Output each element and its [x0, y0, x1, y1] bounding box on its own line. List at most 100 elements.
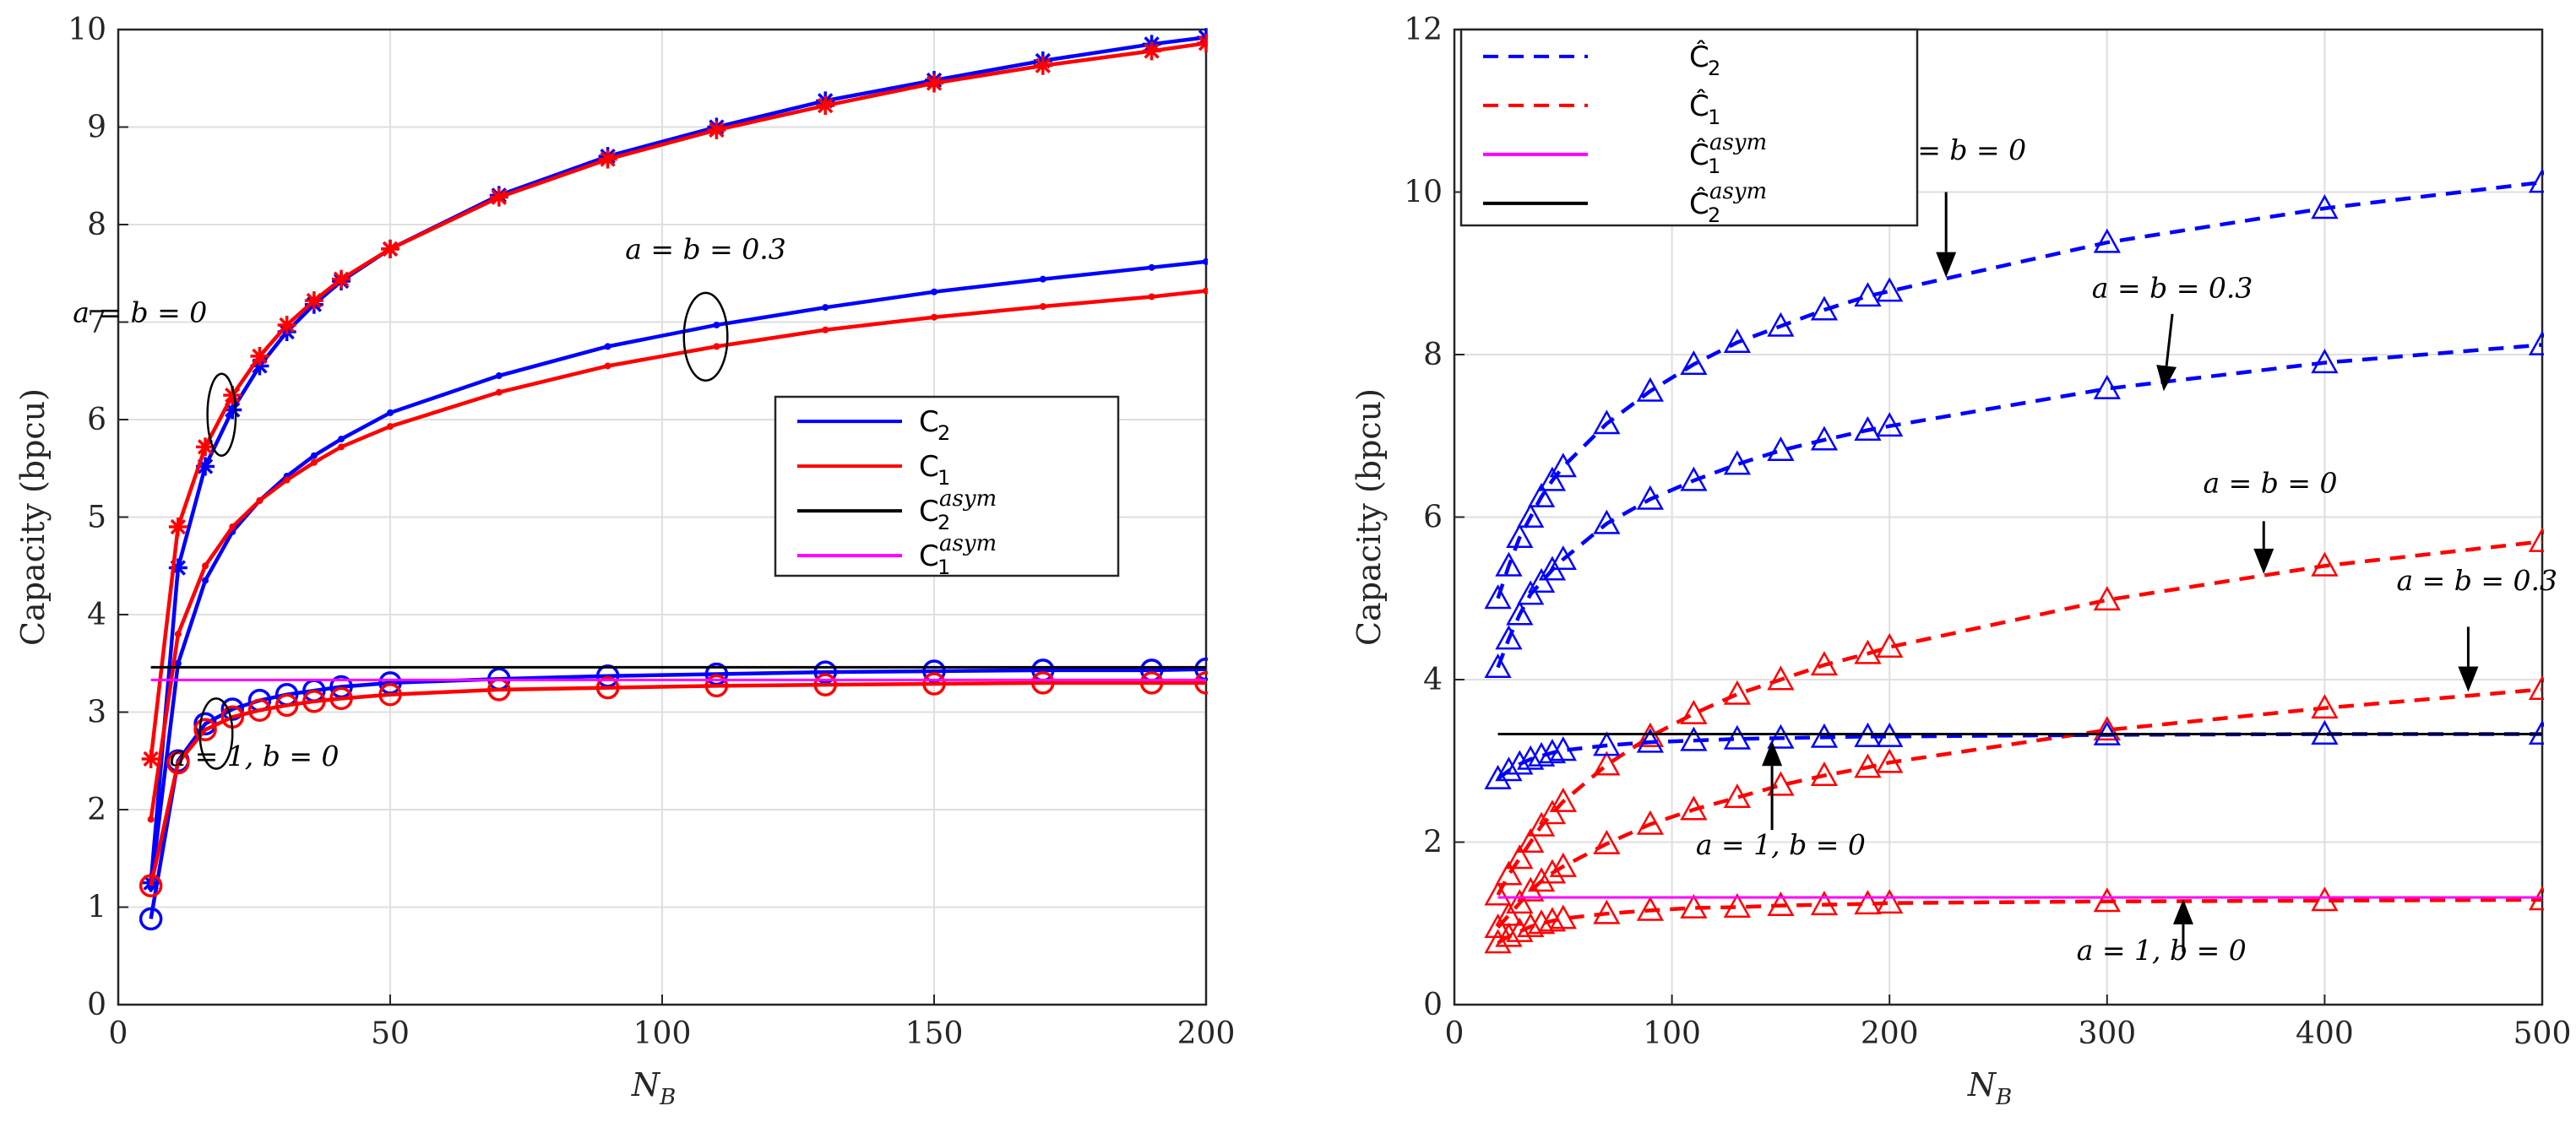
data-point-triangle — [1538, 799, 1567, 825]
data-point-triangle — [2528, 675, 2544, 700]
data-point-triangle — [1538, 466, 1567, 491]
legend-box — [1459, 28, 1919, 227]
data-point-triangle — [1810, 723, 1839, 748]
data-point-triangle — [1876, 277, 1904, 302]
data-point-triangle — [1506, 600, 1534, 626]
x-tick-label: 0 — [109, 1016, 128, 1051]
legend-label-subscript: 2 — [937, 511, 950, 534]
star-stroke — [170, 518, 186, 535]
data-point-star — [598, 149, 617, 169]
series-line — [1497, 732, 2542, 781]
data-point-triangle — [2311, 551, 2339, 577]
data-point-star — [196, 437, 215, 457]
data-point-triangle — [2311, 694, 2339, 719]
annotation-label: a = b = 0.3 — [2396, 564, 2557, 597]
data-point-dot — [202, 577, 209, 584]
star-stroke — [1144, 43, 1160, 59]
y-tick-label: 10 — [1404, 176, 1443, 210]
annotation-arrow — [2253, 521, 2274, 574]
y-tick-label: 2 — [1423, 826, 1443, 860]
data-point-circle — [166, 751, 190, 775]
data-point-triangle — [1549, 904, 1577, 930]
legend-label-subscript: 2 — [1708, 203, 1720, 227]
data-point-dot — [147, 816, 155, 823]
legend-label: Ĉ — [1689, 138, 1709, 172]
legend-label-superscript: asym — [1709, 179, 1767, 204]
legend-label: C — [919, 495, 939, 528]
data-point-triangle — [1484, 913, 1512, 939]
data-point-dot — [310, 458, 318, 466]
data-point-triangle — [1484, 929, 1512, 954]
data-point-triangle — [1876, 748, 1904, 773]
data-point-triangle — [1723, 783, 1752, 809]
legend-label-superscript: asym — [939, 486, 997, 512]
data-point-circle — [813, 660, 837, 684]
data-point-triangle — [1723, 680, 1752, 705]
series-line — [1496, 180, 2543, 599]
arrow-head — [2172, 898, 2193, 924]
star-stroke — [926, 75, 943, 91]
y-tick-label: 6 — [87, 403, 106, 437]
data-point-triangle — [1854, 282, 1882, 307]
data-point-triangle — [1876, 412, 1904, 437]
star-stroke — [225, 402, 241, 418]
arrow-shaft — [2165, 313, 2174, 366]
data-point-star — [1033, 56, 1052, 75]
legend-label-subscript: 1 — [937, 466, 950, 490]
annotation-arrow — [2156, 313, 2177, 392]
data-point-star — [277, 315, 296, 334]
series-line — [1496, 539, 2543, 897]
star-stroke — [279, 317, 295, 333]
data-point-dot — [931, 288, 937, 295]
data-point-triangle — [2093, 716, 2121, 741]
x-axis-label: NB — [1967, 1066, 2012, 1110]
data-point-triangle — [1810, 891, 1839, 916]
data-point-dot — [310, 452, 318, 459]
data-point-triangle — [1495, 860, 1523, 886]
y-tick-label: 0 — [1423, 988, 1443, 1022]
y-tick-label: 8 — [87, 208, 106, 242]
data-point-triangle — [1549, 787, 1577, 812]
data-point-star — [250, 346, 269, 366]
data-point-triangle — [2311, 886, 2339, 912]
series-c1-a-b-0 — [141, 34, 1208, 768]
data-point-circle — [1194, 671, 1208, 695]
data-point-dot — [1039, 303, 1046, 311]
data-point-triangle — [1810, 651, 1839, 676]
x-tick-label: 400 — [2296, 1016, 2354, 1051]
annotation-arrow — [1762, 740, 1783, 831]
data-point-dot — [256, 496, 264, 504]
y-tick-label: 1 — [87, 891, 106, 925]
data-point-dot — [1203, 257, 1208, 265]
data-point-circle — [595, 675, 620, 700]
data-point-triangle — [1527, 741, 1556, 767]
data-point-circle — [329, 686, 353, 711]
data-point-dot — [1203, 287, 1208, 295]
data-point-triangle — [1767, 771, 1795, 796]
legend-label: Ĉ — [1689, 89, 1709, 123]
data-point-triangle — [1506, 917, 1534, 942]
data-point-triangle — [1527, 567, 1556, 593]
star-stroke — [709, 122, 725, 138]
y-tick-label: 10 — [68, 13, 106, 47]
arrow-head — [1762, 740, 1783, 767]
data-point-triangle — [1517, 913, 1545, 938]
star-stroke — [382, 241, 399, 257]
data-point-dot — [283, 476, 291, 484]
data-point-star — [816, 96, 835, 116]
data-point-star — [925, 73, 943, 93]
data-point-triangle — [2093, 374, 2121, 399]
data-point-circle — [378, 682, 402, 707]
annotation-arrow — [1936, 192, 1957, 278]
series-line — [1496, 687, 2543, 930]
data-point-circle — [220, 697, 244, 721]
data-point-dot — [713, 343, 720, 350]
data-point-dot — [822, 304, 829, 312]
data-point-triangle — [1680, 466, 1708, 491]
data-point-triangle — [1767, 892, 1795, 917]
data-point-triangle — [1517, 580, 1545, 605]
plot-area — [1484, 168, 2544, 954]
data-point-triangle — [1876, 632, 1904, 658]
x-tick-label: 500 — [2514, 1016, 2572, 1051]
y-axis-label: Capacity (bpcu) — [1350, 388, 1388, 646]
